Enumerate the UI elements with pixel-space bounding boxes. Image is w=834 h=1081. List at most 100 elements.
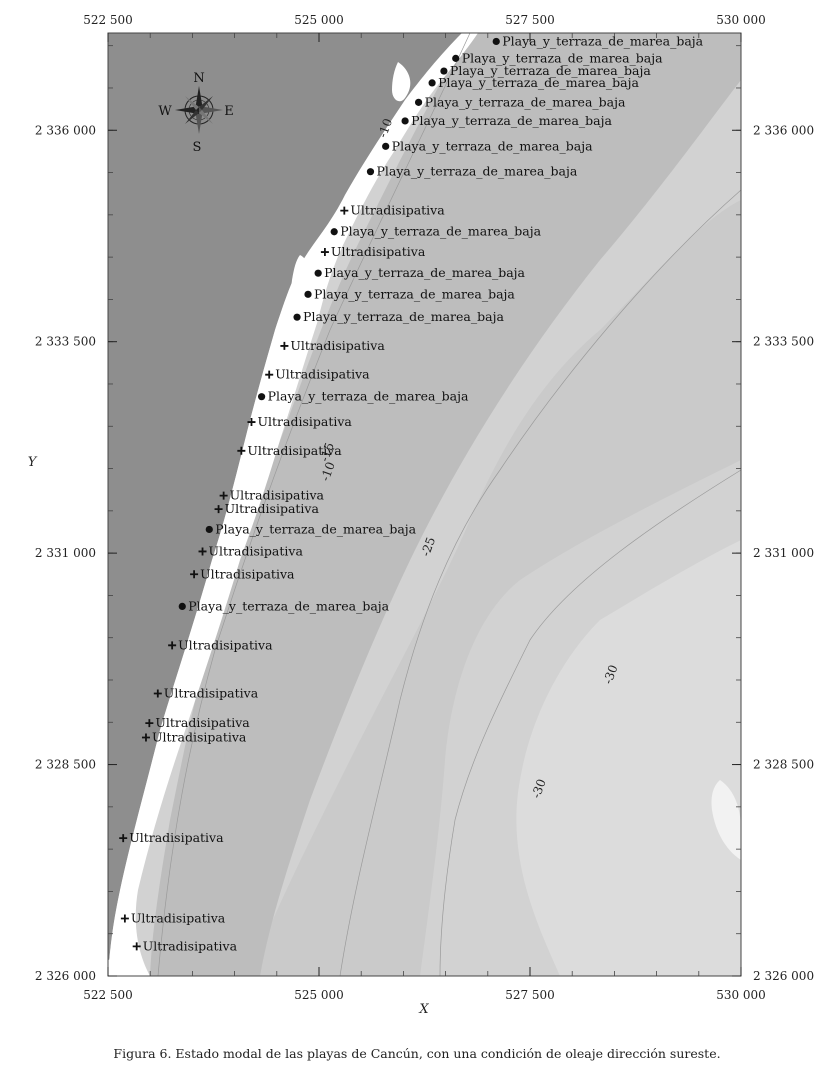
compass-point-ne: [199, 96, 213, 110]
y-tick-label-right: 2 336 000: [753, 123, 814, 137]
site-label: Playa_y_terraza_de_marea_baja: [450, 63, 651, 78]
site-label: Ultradisipativa: [257, 414, 352, 429]
site-label: Ultradisipativa: [129, 830, 224, 845]
site-label: Playa_y_terraza_de_marea_baja: [376, 164, 577, 179]
beach-state-map: 522 500 522 500 525 000 525 000 527 500 527 5…: [28, 13, 814, 1017]
site-cross-marker: [237, 446, 246, 455]
site-label: Playa_y_terraza_de_marea_baja: [215, 521, 416, 536]
bathymetry-layers: [108, 33, 741, 976]
y-tick-label-right: 2 333 500: [753, 335, 814, 349]
site-cross-marker: [320, 248, 329, 257]
compass-rose-icon: N S E W: [158, 71, 233, 155]
site-cross-marker: [190, 570, 199, 579]
y-tick-label-left: 2 333 500: [35, 335, 96, 349]
x-tick-label-bottom: 530 000: [716, 988, 766, 1002]
axis-ticks: 522 500 522 500 525 000 525 000 527 500 527 5…: [35, 13, 814, 1002]
y-axis-title: Y: [28, 455, 38, 470]
site-dot-marker: [258, 393, 266, 401]
y-tick-label-right: 2 328 500: [753, 758, 814, 772]
site-cross-marker: [168, 641, 177, 650]
site-label: Ultradisipativa: [290, 338, 385, 353]
y-tick-label-left: 2 336 000: [35, 123, 96, 137]
compass-east: E: [224, 104, 234, 119]
site-cross-marker: [340, 206, 349, 215]
site-label: Playa_y_terraza_de_marea_baja: [462, 50, 663, 65]
site-label: Playa_y_terraza_de_marea_baja: [314, 286, 515, 301]
site-label: Ultradisipativa: [131, 910, 226, 925]
x-tick-label-bottom: 522 500: [83, 988, 133, 1002]
compass-point-sw: [185, 110, 199, 124]
site-cross-marker: [153, 689, 162, 698]
site-label: Ultradisipativa: [230, 488, 325, 503]
compass-point-east: [199, 106, 223, 114]
contour-lines: [157, 32, 742, 977]
contour-10: [157, 32, 471, 977]
deep-zone: [516, 540, 741, 976]
x-tick-label-top: 527 500: [505, 13, 555, 27]
contour-label: -25: [418, 535, 438, 558]
site-label: Playa_y_terraza_de_marea_baja: [340, 224, 541, 239]
site-dot-marker: [178, 602, 186, 611]
x-tick-label-bottom: 525 000: [294, 988, 344, 1002]
site-cross-marker: [132, 942, 141, 951]
y-tick-label-right: 2 326 000: [753, 969, 814, 983]
site-label: Ultradisipativa: [200, 566, 295, 581]
contour-label: -15: [317, 440, 337, 463]
contour-label: -30: [529, 777, 549, 800]
site-label: Ultradisipativa: [152, 730, 247, 745]
shallow-zone: [150, 33, 741, 976]
site-label: Playa_y_terraza_de_marea_baja: [411, 113, 612, 128]
beach-sites: Playa_y_terraza_de_marea_bajaPlaya_y_ter…: [119, 33, 704, 953]
x-tick-label-bottom: 527 500: [505, 988, 555, 1002]
y-tick-label-left: 2 331 000: [35, 546, 96, 560]
contour-label: -10: [375, 117, 395, 140]
compass-west: W: [158, 104, 172, 119]
site-dot-marker: [401, 117, 409, 125]
site-cross-marker: [145, 719, 154, 728]
contour-label: -30: [601, 663, 621, 686]
site-label: Ultradisipativa: [155, 715, 250, 730]
site-cross-marker: [119, 834, 128, 843]
compass-point-se: [199, 110, 213, 124]
compass-point-south: [195, 110, 203, 134]
mid-zone: [250, 200, 741, 976]
site-label: Ultradisipativa: [164, 686, 259, 701]
site-dot-marker: [330, 228, 338, 236]
lagoon-mid: [291, 255, 310, 296]
land-area: [108, 33, 462, 976]
site-dot-marker: [382, 142, 390, 150]
site-dot-marker: [452, 54, 460, 62]
site-dot-marker: [366, 168, 375, 176]
site-label: Ultradisipativa: [247, 443, 342, 458]
site-label: Ultradisipativa: [143, 938, 238, 953]
site-label: Playa_y_terraza_de_marea_baja: [268, 389, 469, 404]
compass-point-nw: [185, 96, 199, 110]
y-tick-label-left: 2 326 000: [35, 969, 96, 983]
site-label: Ultradisipativa: [331, 244, 426, 259]
site-dot-marker: [492, 37, 500, 46]
site-label: Playa_y_terraza_de_marea_baja: [392, 138, 593, 153]
site-label: Ultradisipativa: [225, 501, 320, 516]
compass-point-west: [175, 106, 199, 114]
y-tick-label-right: 2 331 000: [753, 546, 814, 560]
site-dot-marker: [440, 67, 448, 75]
site-cross-marker: [198, 547, 207, 556]
site-dot-marker: [428, 79, 436, 87]
site-cross-marker: [219, 491, 228, 500]
x-tick-label-top: 525 000: [294, 13, 344, 27]
x-tick-label-top: 530 000: [716, 13, 766, 27]
site-label: Playa_y_terraza_de_marea_baja: [425, 94, 626, 109]
x-tick-label-top: 522 500: [83, 13, 133, 27]
y-tick-label-left: 2 328 500: [35, 758, 96, 772]
site-dot-marker: [293, 313, 301, 321]
figure-caption: Figura 6. Estado modal de las playas de …: [113, 1046, 721, 1061]
compass-north: N: [193, 71, 204, 86]
site-dot-marker: [304, 290, 312, 298]
compass-south: S: [193, 140, 202, 155]
site-label: Ultradisipativa: [350, 203, 445, 218]
map-border: [107, 32, 742, 977]
site-label: Playa_y_terraza_de_marea_baja: [303, 309, 504, 324]
site-label: Ultradisipativa: [209, 543, 304, 558]
site-cross-marker: [120, 914, 129, 923]
site-dot-marker: [205, 525, 213, 534]
